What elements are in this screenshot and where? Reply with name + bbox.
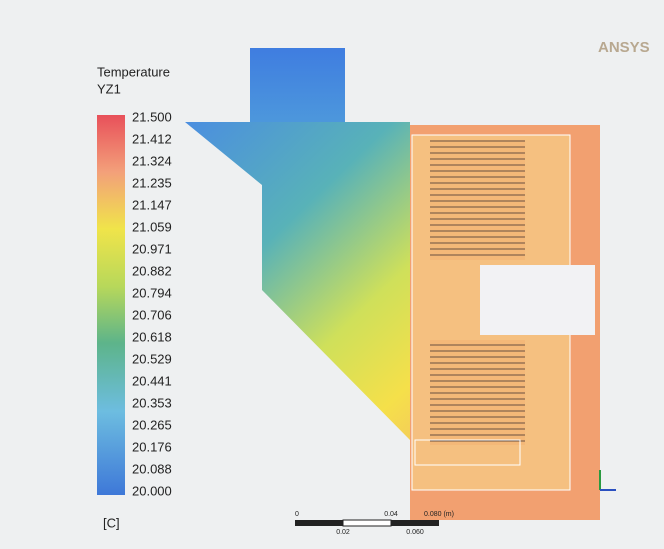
legend-label: 20.441: [132, 373, 172, 388]
scale-bar: 0 0.02 0.04 0.060 0.080 (m): [295, 511, 454, 536]
legend-label: 20.353: [132, 395, 172, 410]
legend-label: 20.971: [132, 241, 172, 256]
legend-label: 21.500: [132, 109, 172, 124]
scale-label: 0.04: [384, 511, 398, 518]
chimney: [250, 48, 345, 124]
logo: ANSYS: [598, 39, 650, 56]
color-bar: [97, 115, 125, 495]
legend-label: 21.059: [132, 219, 172, 234]
coil-top: [430, 140, 525, 260]
legend-subtitle: YZ1: [97, 81, 121, 96]
legend-label: 20.000: [132, 483, 172, 498]
legend-label: 20.265: [132, 417, 172, 432]
scale-label: 0.02: [336, 529, 350, 536]
scale-label: 0: [295, 511, 299, 518]
axis-triad: [599, 470, 616, 491]
legend-label: 20.794: [132, 285, 172, 300]
scale-label: 0.080 (m): [424, 511, 454, 518]
scale-label: 0.060: [406, 529, 424, 536]
opening: [480, 265, 595, 335]
legend-label: 20.618: [132, 329, 172, 344]
legend-label: 21.235: [132, 175, 172, 190]
legend-label: 20.529: [132, 351, 172, 366]
legend-label: 20.088: [132, 461, 172, 476]
legend: Temperature YZ1 [C] 21.500 21.412 21.324 21…: [97, 64, 172, 530]
outline: [414, 439, 521, 466]
legend-label: 21.147: [132, 197, 172, 212]
legend-label: 20.882: [132, 263, 172, 278]
scale-seg: [342, 519, 392, 527]
legend-unit: [C]: [103, 515, 120, 530]
legend-title: Temperature: [97, 64, 170, 79]
scale-seg: [391, 520, 439, 526]
coil-bottom: [430, 340, 525, 445]
legend-label: 21.324: [132, 153, 172, 168]
legend-label: 21.412: [132, 131, 172, 146]
legend-label: 20.706: [132, 307, 172, 322]
scale-seg: [295, 520, 343, 526]
legend-label: 20.176: [132, 439, 172, 454]
